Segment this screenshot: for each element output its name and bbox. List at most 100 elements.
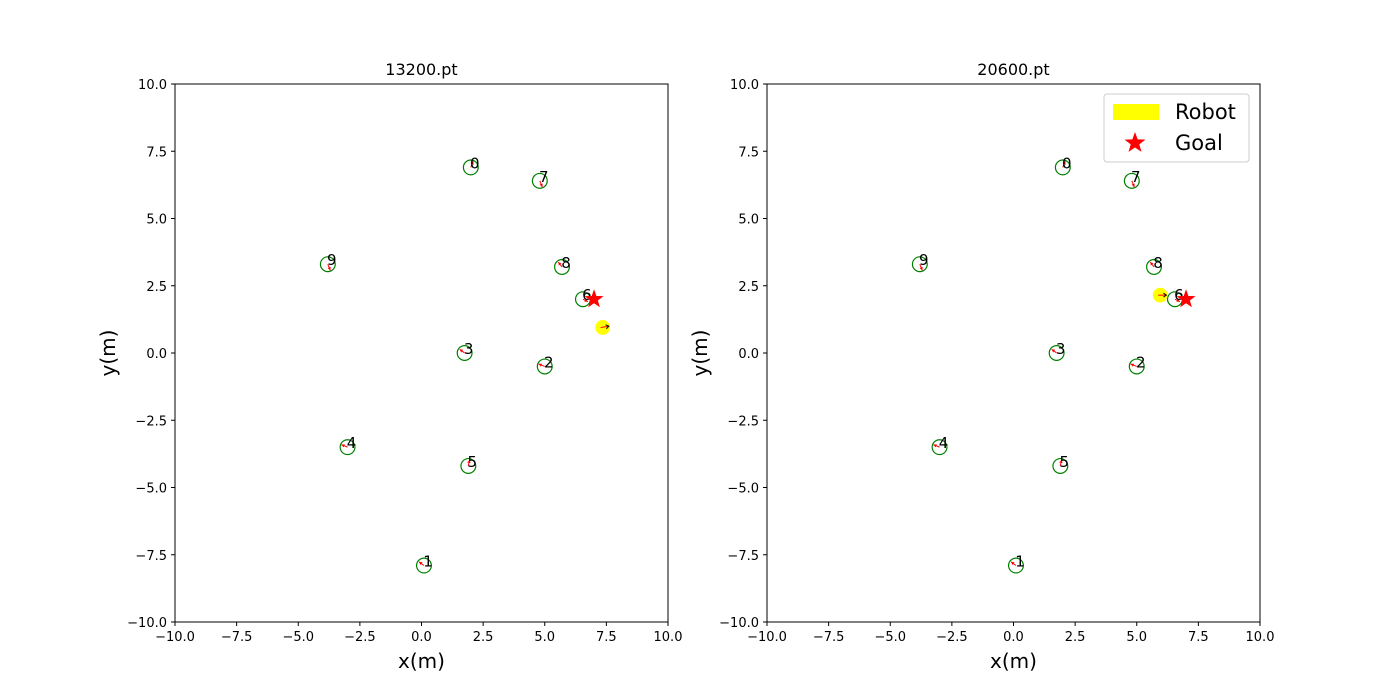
- x-tick-label: 10.0: [654, 630, 683, 645]
- human-agent: 7: [1123, 168, 1141, 189]
- human-circle: [1146, 258, 1162, 275]
- heading-arrowhead: [1062, 161, 1066, 165]
- y-axis-label: y(m): [96, 330, 120, 377]
- human-circle: [462, 159, 479, 176]
- human-agent: 7: [531, 168, 549, 189]
- human-id-label: 3: [1056, 340, 1066, 358]
- x-axis-label: x(m): [990, 649, 1037, 673]
- human-id-label: 7: [539, 168, 549, 186]
- human-agent: 2: [536, 353, 554, 375]
- human-circle: [319, 256, 336, 273]
- human-circle: [456, 345, 473, 361]
- x-axis-label: x(m): [398, 649, 445, 673]
- heading-arrowhead: [419, 561, 423, 565]
- y-tick-label: 5.0: [146, 213, 167, 228]
- x-tick-label: 7.5: [596, 630, 617, 645]
- heading-arrowhead: [538, 363, 543, 367]
- human-id-label: 9: [327, 251, 337, 269]
- x-tick-label: 2.5: [1065, 630, 1086, 645]
- human-circle: [911, 256, 928, 273]
- human-circle: [415, 557, 432, 574]
- human-circle: [1123, 172, 1140, 189]
- x-tick-label: −2.5: [344, 630, 376, 645]
- robot: [1152, 287, 1168, 303]
- x-tick-label: −7.5: [221, 630, 253, 645]
- human-circle: [531, 172, 548, 189]
- human-id-label: 5: [468, 453, 478, 471]
- heading-arrowhead: [933, 444, 937, 448]
- legend-goal-swatch: [1124, 132, 1146, 152]
- human-agent: 2: [1128, 353, 1146, 375]
- subplot-right: −10.0 −7.5 −5.0 −2.5 0.0 2.5 5.0 7.5 10.0−10.0−7…: [688, 60, 1274, 673]
- y-tick-label: −5.0: [135, 482, 167, 497]
- goal-star: [584, 289, 604, 308]
- human-agent: 3: [456, 340, 474, 361]
- x-tick-label: −2.5: [936, 630, 968, 645]
- robot-heading-arrowhead: [605, 324, 610, 330]
- human-id-label: 9: [919, 251, 929, 269]
- human-circle: [1048, 345, 1065, 361]
- human-id-label: 1: [423, 553, 433, 571]
- human-id-label: 6: [1174, 286, 1184, 304]
- human-id-label: 1: [1015, 553, 1025, 571]
- x-tick-label: −10.0: [155, 630, 195, 645]
- human-id-label: 8: [561, 254, 571, 272]
- human-agent: 4: [339, 434, 356, 456]
- axes-frame: [174, 83, 669, 623]
- human-id-label: 8: [1153, 254, 1163, 272]
- human-id-label: 2: [544, 353, 554, 371]
- y-tick-label: 2.5: [146, 280, 167, 295]
- human-agent: 9: [911, 251, 929, 273]
- heading-arrowhead: [539, 183, 543, 187]
- y-tick-label: 0.0: [146, 347, 167, 362]
- human-agent: 3: [1048, 340, 1066, 361]
- heading-arrowhead: [1131, 183, 1135, 187]
- heading-arrowhead: [1130, 363, 1135, 367]
- heading-arrowhead: [470, 161, 474, 165]
- human-circle: [1052, 457, 1069, 474]
- heading-arrowhead: [558, 261, 562, 266]
- y-tick-label: −2.5: [727, 414, 759, 429]
- human-agent: 1: [1007, 553, 1025, 574]
- heading-arrowhead: [584, 298, 588, 302]
- y-tick-label: 0.0: [738, 347, 759, 362]
- y-tick-label: −10.0: [719, 616, 759, 631]
- human-circle: [1054, 159, 1071, 176]
- heading-arrowhead: [919, 266, 923, 271]
- y-tick-label: −5.0: [727, 482, 759, 497]
- human-agent: 5: [460, 453, 478, 474]
- x-tick-label: 2.5: [473, 630, 494, 645]
- y-tick-label: −10.0: [127, 616, 167, 631]
- y-tick-label: 7.5: [738, 145, 759, 160]
- y-tick-label: 10.0: [730, 78, 759, 93]
- y-tick-label: 5.0: [738, 213, 759, 228]
- x-tick-label: 5.0: [534, 630, 555, 645]
- x-tick-label: −5.0: [874, 630, 906, 645]
- x-tick-label: 7.5: [1188, 630, 1209, 645]
- robot-heading-arrow: [600, 325, 609, 328]
- axes-frame: [766, 83, 1261, 623]
- human-agent: 8: [1146, 254, 1163, 275]
- human-circle: [460, 457, 477, 474]
- legend-entry-label: Goal: [1175, 131, 1223, 155]
- heading-arrowhead: [1051, 349, 1056, 353]
- heading-arrowhead: [467, 459, 471, 464]
- heading-arrowhead: [1150, 261, 1154, 266]
- heading-arrowhead: [1176, 298, 1180, 302]
- x-tick-label: 0.0: [411, 630, 432, 645]
- human-id-label: 0: [1062, 154, 1072, 172]
- human-circle: [1007, 557, 1024, 574]
- subplot-left: −10.0 −7.5 −5.0 −2.5 0.0 2.5 5.0 7.5 10.0−10.0−7…: [96, 60, 682, 673]
- human-agent: 1: [415, 553, 433, 574]
- x-tick-label: 5.0: [1126, 630, 1147, 645]
- y-axis-label: y(m): [688, 330, 712, 377]
- heading-arrowhead: [341, 444, 345, 448]
- human-id-label: 2: [1136, 353, 1146, 371]
- y-tick-label: 2.5: [738, 280, 759, 295]
- human-agent: 0: [1054, 154, 1072, 176]
- human-agent: 9: [319, 251, 337, 273]
- legend: Robot Goal: [1103, 93, 1250, 163]
- human-id-label: 6: [582, 286, 592, 304]
- human-id-label: 3: [464, 340, 474, 358]
